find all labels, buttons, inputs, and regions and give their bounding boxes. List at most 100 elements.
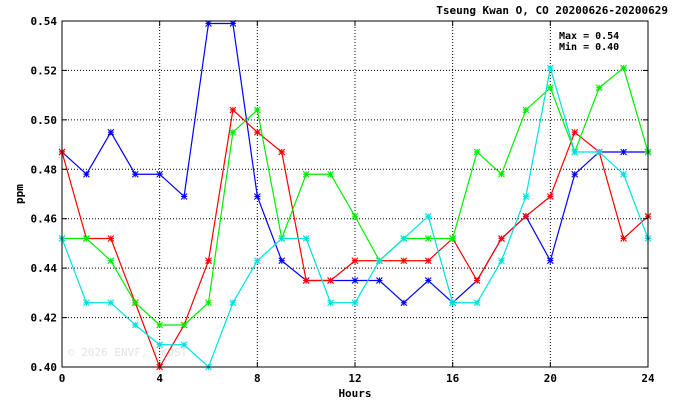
data-point [83, 170, 90, 178]
data-point [522, 212, 530, 220]
series-line [61, 108, 649, 369]
data-point [180, 321, 188, 329]
data-point [107, 299, 115, 307]
data-point [107, 235, 115, 242]
y-tick-label: 0.46 [31, 213, 58, 226]
data-point [205, 299, 212, 307]
data-point [498, 235, 505, 242]
max-annotation: Max = 0.54 [559, 31, 619, 42]
min-annotation: Min = 0.40 [559, 41, 619, 53]
data-point [107, 257, 115, 265]
data-point [620, 170, 627, 178]
x-tick-label: 4 [156, 372, 163, 385]
data-point [376, 277, 383, 284]
data-point [302, 277, 310, 284]
data-point [449, 299, 457, 307]
data-point [253, 257, 261, 265]
data-point [278, 235, 286, 242]
grid [62, 21, 648, 367]
data-point [302, 235, 310, 242]
x-tick-label: 20 [544, 372, 557, 385]
y-tick-label: 0.40 [31, 361, 58, 374]
data-point [131, 299, 139, 307]
y-tick-label: 0.42 [31, 312, 58, 325]
data-point [424, 257, 432, 265]
data-point [449, 235, 457, 242]
data-point [424, 212, 432, 220]
data-point [229, 128, 237, 136]
data-point [473, 299, 481, 307]
data-point [571, 170, 579, 178]
data-point [327, 170, 334, 178]
data-point [546, 64, 554, 72]
data-point [400, 257, 408, 265]
y-tick-label: 0.50 [31, 114, 58, 127]
data-point [351, 257, 359, 265]
data-point [620, 148, 627, 156]
data-point [205, 20, 212, 27]
y-axis-label: ppm [13, 184, 26, 204]
watermark: © 2026 ENVF, HKUST [68, 346, 188, 359]
x-tick-label: 8 [254, 372, 261, 385]
x-tick-label: 0 [59, 372, 66, 385]
data-point [131, 321, 139, 329]
y-tick-label: 0.44 [31, 262, 58, 275]
data-point [620, 235, 627, 242]
data-point [327, 277, 334, 284]
data-point [156, 341, 164, 349]
data-point [376, 257, 383, 265]
series-line [62, 66, 649, 326]
data-point [253, 193, 261, 200]
data-point [400, 235, 408, 242]
data-point [473, 148, 481, 156]
data-point [473, 277, 481, 284]
data-point [595, 84, 603, 92]
data-point [620, 64, 627, 72]
data-point [546, 84, 554, 92]
data-point [351, 277, 359, 284]
x-tick-label: 12 [348, 372, 361, 385]
data-point [229, 299, 237, 307]
data-point [83, 299, 90, 307]
data-point [180, 341, 188, 349]
data-point [205, 257, 212, 265]
data-point [107, 128, 115, 136]
data-point [131, 170, 139, 178]
data-point [278, 257, 286, 265]
data-point [424, 277, 432, 284]
data-point [498, 257, 505, 265]
data-point [522, 193, 530, 200]
data-point [424, 235, 432, 242]
x-tick-label: 16 [446, 372, 460, 385]
data-point [522, 106, 530, 114]
data-point [546, 193, 554, 200]
y-tick-label: 0.52 [31, 64, 58, 77]
data-point [571, 128, 579, 136]
x-axis-label: Hours [338, 387, 371, 400]
data-point [229, 106, 237, 114]
data-point [595, 148, 603, 156]
data-point [498, 170, 505, 178]
data-point [229, 20, 237, 27]
data-point [571, 148, 579, 156]
tick-labels: 0 4 8 12 16 20 24 0.40 0.42 0.44 0.46 0.48 0.50 0.52 0… [31, 15, 655, 385]
series-4 [58, 64, 652, 371]
data-point [351, 212, 359, 220]
data-point [400, 299, 408, 307]
data-point [302, 170, 310, 178]
data-point [278, 148, 286, 156]
y-tick-label: 0.54 [31, 15, 58, 28]
data-point [351, 299, 359, 307]
data-point [327, 299, 334, 307]
chart-title: Tseung Kwan O, CO 20200626-20200629 [436, 4, 668, 17]
series-3 [58, 64, 652, 329]
data-point [546, 257, 554, 265]
data-point [156, 170, 164, 178]
x-tick-label: 24 [641, 372, 655, 385]
data-point [253, 106, 261, 114]
data-point [180, 193, 188, 200]
y-tick-label: 0.48 [31, 163, 58, 176]
data-point [253, 128, 261, 136]
data-point [83, 235, 90, 242]
